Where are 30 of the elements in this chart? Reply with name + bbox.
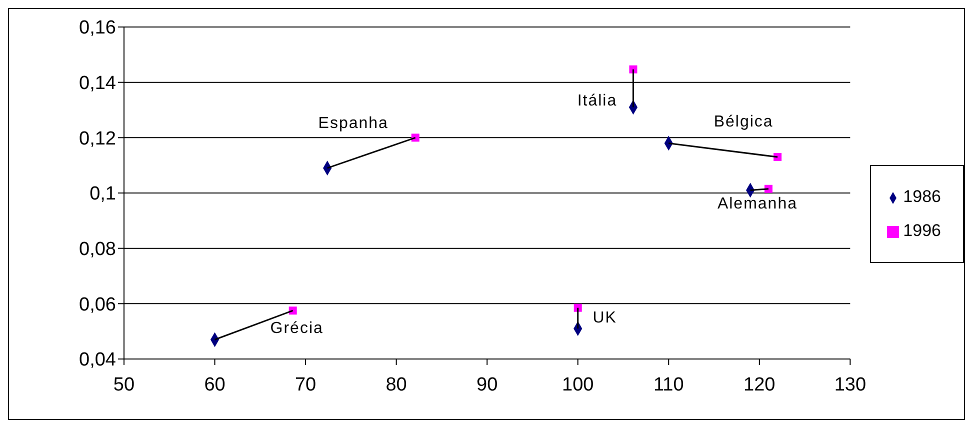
x-tick-label: 80 (386, 374, 407, 396)
point (411, 134, 420, 142)
annotation: Itália (577, 92, 618, 110)
annotation: Alemanha (717, 195, 798, 212)
x-tick-label: 70 (294, 374, 316, 396)
annotation: UK (592, 309, 617, 326)
y-tick-label: 0,16 (79, 18, 116, 39)
annotation: Grécia (270, 320, 324, 338)
x-tick-label: 100 (562, 374, 594, 396)
y-tick-label: 0,14 (79, 73, 116, 94)
annotation: Espanha (318, 115, 388, 132)
legend-label: 1986 (903, 187, 941, 206)
x-tick-label: 130 (834, 374, 866, 396)
x-tick-label: 120 (744, 374, 776, 396)
y-tick-label: 0,06 (79, 294, 116, 316)
point (764, 184, 772, 193)
point (774, 153, 782, 162)
y-tick-label: 0,08 (79, 239, 116, 260)
x-tick-label: 90 (476, 374, 498, 396)
point (574, 304, 582, 312)
x-tick-label: 50 (113, 374, 135, 396)
annotation: Bélgica (714, 114, 774, 131)
y-tick-label: 0,12 (79, 128, 116, 150)
point (288, 306, 297, 315)
y-tick-label: 0,1 (90, 184, 116, 205)
x-tick-label: 110 (653, 374, 684, 396)
legend-label: 1996 (903, 221, 941, 240)
y-tick-label: 0,04 (79, 350, 116, 371)
point (629, 65, 638, 74)
x-tick-label: 60 (204, 374, 226, 396)
